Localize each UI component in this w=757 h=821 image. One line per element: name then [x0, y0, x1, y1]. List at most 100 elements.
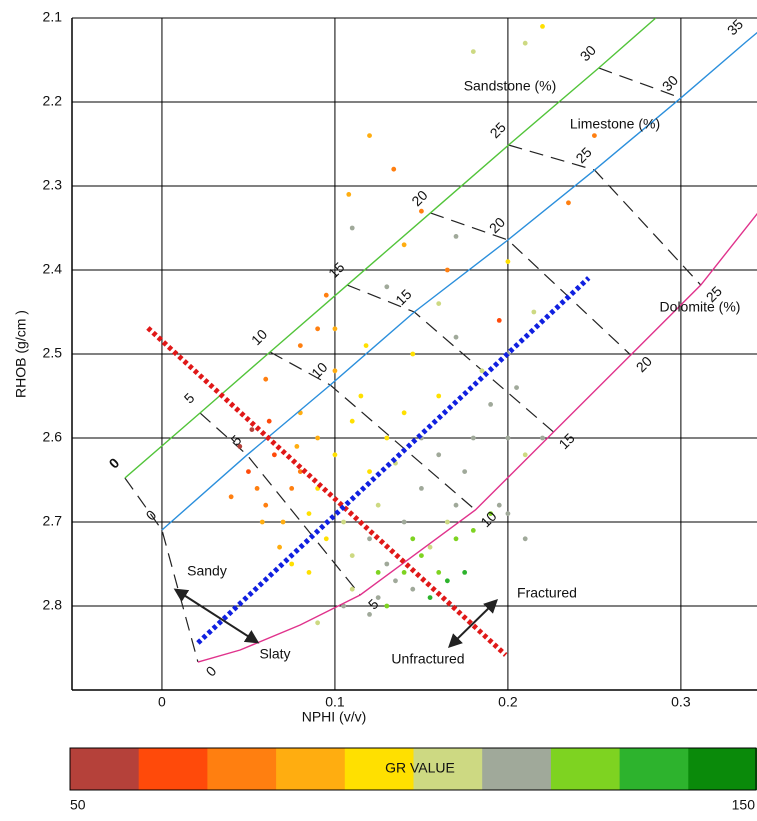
fracture-arrow — [447, 599, 499, 648]
data-point — [462, 570, 468, 575]
data-point — [419, 553, 424, 558]
data-point — [349, 418, 355, 424]
porosity-label: 0 — [143, 507, 160, 524]
data-point — [410, 536, 416, 542]
data-point — [306, 570, 312, 575]
data-point — [488, 402, 494, 407]
data-point — [436, 570, 442, 575]
data-point — [297, 343, 303, 348]
data-point — [436, 301, 442, 306]
data-point — [566, 200, 571, 206]
y-tick-label: 2.5 — [43, 345, 63, 361]
porosity-label: 10 — [248, 326, 270, 348]
data-point — [505, 259, 511, 264]
data-point — [496, 318, 502, 323]
data-point — [401, 242, 407, 248]
data-point — [297, 469, 303, 474]
x-tick-label: 0.3 — [671, 694, 691, 710]
data-point — [410, 586, 416, 592]
colorbar-swatch — [70, 748, 140, 790]
data-point — [393, 578, 398, 584]
sandy-slaty-arrow — [173, 588, 260, 644]
data-point — [367, 469, 372, 474]
data-point — [540, 24, 545, 29]
y-tick-label: 2.8 — [43, 597, 63, 613]
x-tick-label: 0.1 — [325, 694, 345, 710]
data-point — [346, 192, 352, 197]
lithology-name: Dolomite (%) — [660, 299, 741, 315]
porosity-label: 25 — [572, 144, 594, 166]
data-point — [263, 502, 269, 508]
annotation: Slaty — [259, 646, 290, 662]
data-point — [358, 393, 364, 399]
data-point — [266, 418, 272, 424]
colorbar-max: 150 — [732, 797, 756, 813]
porosity-label: 0 — [106, 455, 123, 472]
colorbar-swatch — [344, 748, 414, 790]
y-tick-label: 2.4 — [43, 261, 63, 277]
data-point — [237, 444, 243, 449]
porosity-label: 25 — [487, 119, 509, 141]
y-tick-label: 2.6 — [43, 429, 63, 445]
y-tick-label: 2.3 — [43, 177, 63, 193]
data-point — [280, 519, 286, 525]
porosity-label: 20 — [633, 353, 655, 375]
annotation: Unfractured — [391, 651, 464, 667]
data-point — [470, 528, 476, 533]
data-point — [254, 486, 260, 491]
colorbar-min: 50 — [70, 797, 86, 813]
data-point — [375, 502, 381, 508]
porosity-label: 20 — [486, 214, 508, 236]
guide-line — [196, 276, 591, 645]
data-point — [375, 595, 381, 600]
colorbar-swatch — [482, 748, 552, 790]
data-point — [384, 435, 390, 441]
data-point — [453, 502, 459, 508]
data-point — [427, 595, 433, 600]
data-point — [419, 486, 424, 491]
data-point — [246, 469, 251, 474]
data-point — [341, 603, 346, 609]
colorbar-swatch — [413, 748, 483, 790]
porosity-label: 35 — [724, 16, 746, 38]
porosity-label: 15 — [555, 430, 577, 452]
data-point — [259, 519, 265, 525]
y-tick-label: 2.7 — [43, 513, 63, 529]
data-point — [453, 334, 459, 340]
data-point — [306, 511, 312, 516]
colorbar-frame — [69, 747, 757, 791]
text-layer: 0 0.1 0.2 0.3 2.1 2.2 2.3 2.4 2.5 2.6 2.7 2.8 0 5 10 15… — [43, 9, 747, 710]
data-point — [591, 133, 597, 139]
data-point — [315, 435, 321, 441]
porosity-label: 5 — [228, 431, 245, 448]
y-tick-label: 2.2 — [43, 93, 63, 109]
data-point — [444, 578, 450, 584]
data-point — [294, 444, 300, 449]
data-point — [228, 494, 234, 500]
data-point — [401, 519, 407, 525]
data-point — [349, 553, 355, 558]
data-point — [367, 133, 372, 139]
data-point — [349, 225, 355, 231]
lithology-name: Sandstone (%) — [464, 78, 557, 94]
data-point — [470, 49, 476, 54]
data-point — [410, 351, 416, 357]
data-point — [341, 519, 346, 525]
data-point — [323, 292, 329, 298]
annotation: Sandy — [187, 563, 227, 579]
colorbar-swatch — [207, 748, 277, 790]
x-tick-label: 0 — [158, 694, 166, 710]
data-point — [531, 309, 537, 315]
data-point — [363, 343, 369, 348]
points-layer — [228, 24, 597, 626]
porosity-label: 0 — [203, 663, 220, 680]
iso-porosity-line — [199, 412, 361, 596]
data-point — [444, 519, 450, 525]
porosity-label: 10 — [477, 508, 499, 530]
data-point — [436, 452, 442, 458]
colorbar-swatch — [138, 748, 208, 790]
data-point — [367, 612, 372, 617]
porosity-label: 10 — [308, 359, 330, 381]
data-point — [315, 326, 321, 332]
